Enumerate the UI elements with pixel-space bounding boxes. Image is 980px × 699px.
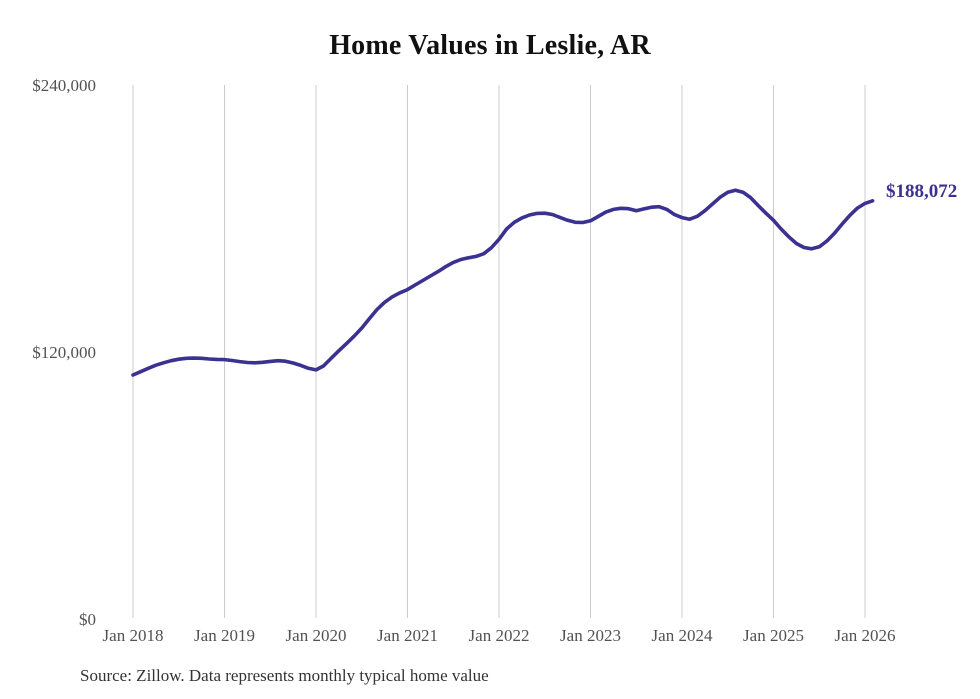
x-axis-tick-label: Jan 2023 <box>560 626 621 645</box>
end-value-label: $188,072 <box>886 181 958 202</box>
y-axis-tick-label: $120,000 <box>32 343 96 362</box>
source-note: Source: Zillow. Data represents monthly … <box>80 666 489 685</box>
x-axis-tick-label: Jan 2025 <box>743 626 804 645</box>
x-axis-tick-label: Jan 2019 <box>194 626 255 645</box>
x-axis-tick-label: Jan 2022 <box>468 626 530 645</box>
x-axis-tick-label: Jan 2020 <box>285 626 347 645</box>
x-axis-tick-label: Jan 2024 <box>651 626 713 645</box>
x-axis-tick-label: Jan 2026 <box>834 626 896 645</box>
y-axis-tick-label: $240,000 <box>32 76 96 95</box>
x-axis-tick-label: Jan 2018 <box>102 626 164 645</box>
chart-title: Home Values in Leslie, AR <box>329 30 651 61</box>
y-axis-tick-label: $0 <box>79 610 96 629</box>
home-value-line <box>131 188 875 377</box>
x-axis-tick-label: Jan 2021 <box>377 626 438 645</box>
